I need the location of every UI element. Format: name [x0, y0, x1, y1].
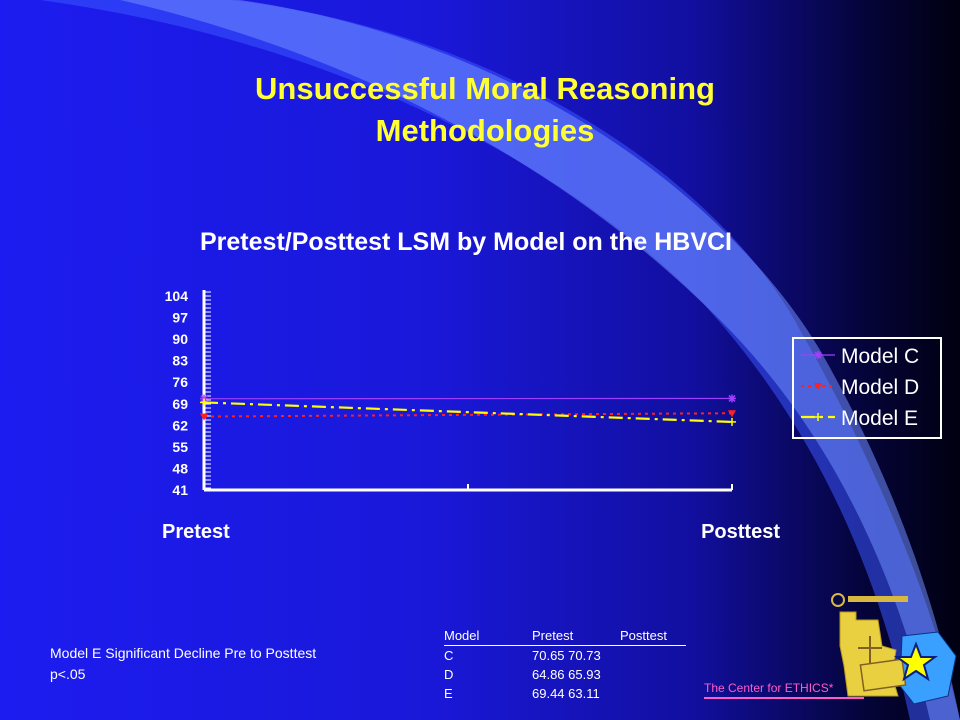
x-category-label: Pretest: [162, 521, 230, 543]
y-tick-label: 62: [172, 417, 188, 433]
legend-marker: [814, 383, 822, 390]
table-cell-model: C: [444, 648, 454, 663]
significance-note-line-2: p<.05: [50, 666, 86, 682]
y-tick-label: 83: [172, 353, 188, 369]
table-row: C 70.65 70.73: [444, 646, 686, 666]
data-point: [728, 410, 736, 418]
y-tick-label: 69: [172, 396, 188, 412]
table-cell-model: D: [444, 667, 454, 682]
legend-label: Model C: [841, 345, 919, 368]
scores-table: Model Pretest Posttest C 70.65 70.73 D 6…: [444, 626, 686, 703]
table-cell-model: E: [444, 686, 453, 701]
legend-box: [792, 337, 942, 439]
slide-title: Unsuccessful Moral Reasoning Methodologi…: [130, 68, 840, 152]
series-line-3: [203, 401, 733, 424]
table-cell-values: 64.86 65.93: [532, 667, 601, 682]
data-point: [728, 417, 736, 426]
slide-title-line-1: Unsuccessful Moral Reasoning: [255, 71, 715, 106]
table-header-model: Model: [444, 626, 532, 646]
y-tick-label: 55: [172, 439, 188, 455]
significance-note-line-1: Model E Significant Decline Pre to Postt…: [50, 645, 317, 661]
chart-title: Pretest/Posttest LSM by Model on the HBV…: [200, 228, 733, 256]
legend-marker: [814, 351, 822, 359]
table-row: D 64.86 65.93: [444, 665, 686, 684]
y-tick-label: 97: [172, 310, 188, 326]
series-line-2: [203, 412, 733, 418]
data-point: [200, 398, 208, 407]
table-cell-values: 70.65 70.73: [532, 648, 601, 663]
y-tick-label: 48: [172, 460, 188, 476]
y-tick-label: 104: [165, 288, 189, 304]
data-point: [728, 394, 736, 403]
significance-note: Model E Significant Decline Pre to Postt…: [50, 643, 316, 685]
table-cell-values: 69.44 63.11: [532, 686, 600, 701]
legend-label: Model E: [841, 407, 918, 430]
x-category-label: Posttest: [701, 521, 780, 543]
center-for-ethics-logo: [831, 593, 957, 705]
table-header-row: Model Pretest Posttest: [444, 626, 686, 646]
footer-credit: The Center for ETHICS*: [704, 681, 864, 699]
y-tick-label: 90: [172, 331, 188, 347]
legend-label: Model D: [841, 376, 919, 399]
legend-marker: [814, 413, 822, 421]
data-point: [200, 413, 208, 421]
table-row: E 69.44 63.11: [444, 684, 686, 703]
y-tick-label: 41: [172, 482, 188, 498]
table-header-posttest: Posttest: [620, 626, 686, 646]
slide-title-line-2: Methodologies: [375, 113, 595, 148]
y-tick-label: 76: [172, 374, 188, 390]
table-header-pretest: Pretest: [532, 626, 620, 646]
